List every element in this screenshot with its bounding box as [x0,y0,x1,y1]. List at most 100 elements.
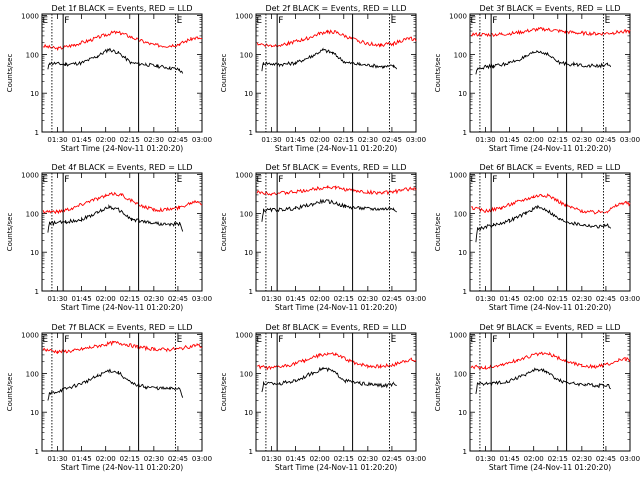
x-tick-label: 03:00 [192,455,212,463]
marker-label: E [470,175,476,185]
plot-frame [41,13,203,133]
x-tick-label: 02:30 [358,455,378,463]
x-tick-label: 03:00 [406,455,426,463]
y-tick-label: 1 [35,448,39,456]
x-tick-label: 02:00 [96,295,116,303]
x-tick-label: 02:15 [334,455,354,463]
events-series-line [261,47,398,72]
panel-title: Det 1f BLACK = Events, RED = LLD [51,4,192,13]
x-tick-label: 02:45 [596,295,616,303]
detector-panel-6: Det 6f BLACK = Events, RED = LLD 1 10 100 10… [434,163,640,312]
y-tick-label: 1 [463,288,467,296]
detector-panel-2: Det 2f BLACK = Events, RED = LLD 1 10 100 10… [220,4,426,153]
panel-title: Det 8f BLACK = Events, RED = LLD [265,323,406,332]
panel-title: Det 7f BLACK = Events, RED = LLD [51,323,192,332]
x-tick-label: 02:00 [310,136,330,144]
events-series-line [261,366,397,393]
plot-frame [41,332,203,452]
y-tick-label: 10 [30,409,39,417]
y-tick-label: 100 [454,210,467,218]
y-axis-label: Counts/sec [6,213,14,252]
plot-frame [469,13,631,133]
x-axis-label: Start Time (24-Nov-11 01:20:20) [61,463,183,472]
plot-frame [255,13,417,133]
plot-frame [255,172,417,292]
y-axis-label: Counts/sec [434,373,442,412]
y-tick-label: 1000 [235,13,253,21]
marker-label: F [64,335,69,345]
panel-title: Det 5f BLACK = Events, RED = LLD [265,163,406,172]
x-tick-label: 01:45 [286,455,306,463]
marker-label: E [256,175,262,185]
lld-series-line [257,351,417,371]
x-tick-label: 02:30 [358,136,378,144]
x-tick-label: 02:00 [96,136,116,144]
y-tick-label: 1 [463,129,467,137]
y-tick-label: 10 [244,249,253,257]
y-tick-label: 1000 [235,332,253,340]
marker-label: F [278,175,283,185]
y-tick-label: 100 [454,370,467,378]
x-tick-label: 03:00 [192,295,212,303]
x-tick-label: 02:30 [144,136,164,144]
y-tick-label: 10 [30,249,39,257]
panel-title: Det 9f BLACK = Events, RED = LLD [479,323,620,332]
x-tick-label: 01:30 [261,455,281,463]
y-tick-label: 100 [240,370,253,378]
x-tick-label: 02:00 [96,455,116,463]
marker-label: E [177,335,183,345]
events-series-line [47,47,184,74]
x-tick-label: 02:15 [120,136,140,144]
x-tick-label: 01:45 [500,136,520,144]
marker-label: F [64,175,69,185]
x-tick-label: 02:45 [168,136,188,144]
x-tick-label: 03:00 [620,455,640,463]
x-tick-label: 02:00 [310,455,330,463]
x-tick-label: 01:30 [475,295,495,303]
lld-series-line [470,26,631,38]
y-tick-label: 10 [458,249,467,257]
y-tick-label: 1 [35,288,39,296]
y-tick-label: 100 [454,51,467,59]
events-series-line [475,367,611,394]
panel-title: Det 4f BLACK = Events, RED = LLD [51,163,192,172]
detector-panel-9: Det 9f BLACK = Events, RED = LLD 1 10 100 10… [434,323,640,472]
y-axis-label: Counts/sec [220,213,228,252]
lld-series-line [256,29,417,48]
y-tick-label: 10 [458,90,467,98]
marker-label: F [278,16,283,26]
x-tick-label: 02:30 [144,455,164,463]
x-tick-label: 02:15 [120,455,140,463]
marker-label: E [391,175,397,185]
detector-panel-7: Det 7f BLACK = Events, RED = LLD 1 10 100 10… [6,323,212,472]
y-tick-label: 10 [244,90,253,98]
x-axis-label: Start Time (24-Nov-11 01:20:20) [489,463,611,472]
y-tick-label: 1000 [449,13,467,21]
lld-series-line [256,184,417,197]
y-tick-label: 100 [26,51,39,59]
x-tick-label: 02:15 [334,295,354,303]
x-tick-label: 03:00 [620,136,640,144]
y-tick-label: 1 [249,448,253,456]
marker-label: E [256,335,262,345]
lld-series-line [42,191,203,215]
x-tick-label: 01:45 [286,136,306,144]
lld-series-line [42,340,203,355]
y-tick-label: 1000 [21,13,39,21]
lld-series-line [470,193,631,215]
events-series-line [475,204,612,243]
marker-label: E [605,335,611,345]
events-series-line [47,203,184,233]
y-tick-label: 1 [249,129,253,137]
x-tick-label: 01:45 [72,295,92,303]
panel-title: Det 6f BLACK = Events, RED = LLD [479,163,620,172]
marker-label: F [492,175,497,185]
y-tick-label: 100 [26,210,39,218]
y-tick-label: 1 [249,288,253,296]
y-axis-label: Counts/sec [220,373,228,412]
x-tick-label: 01:30 [475,136,495,144]
y-tick-label: 10 [458,409,467,417]
x-tick-label: 02:45 [382,455,402,463]
panel-title: Det 3f BLACK = Events, RED = LLD [479,4,620,13]
